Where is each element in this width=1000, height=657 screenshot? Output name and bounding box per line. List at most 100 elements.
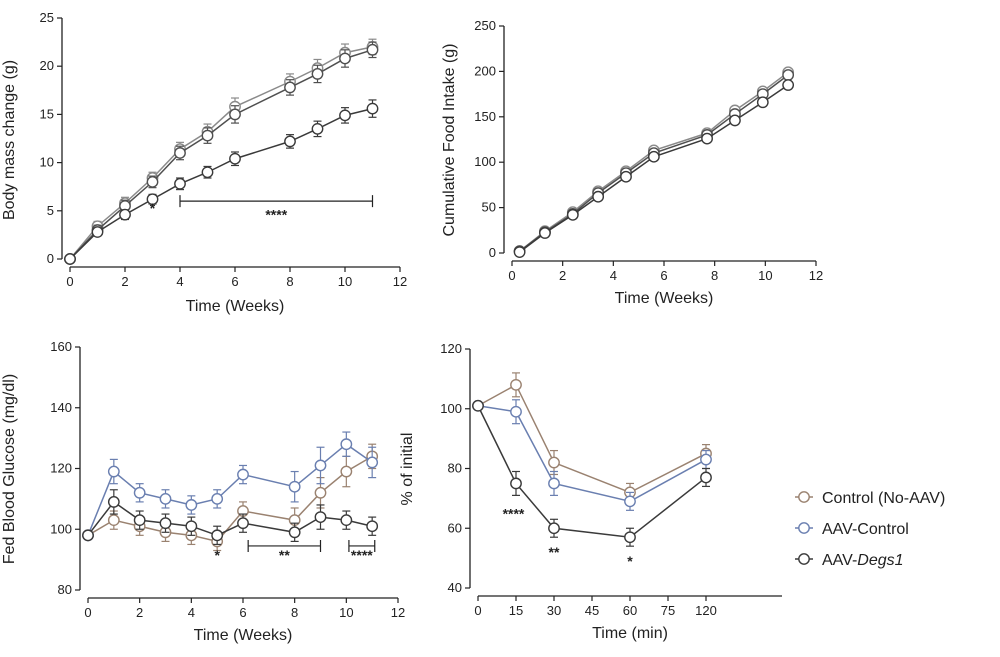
x-tick-label: 8 xyxy=(711,268,718,283)
data-point xyxy=(539,227,551,239)
series-2 xyxy=(64,99,379,265)
data-point xyxy=(107,465,120,478)
series-line xyxy=(69,107,373,260)
x-tick-label: 2 xyxy=(136,605,143,620)
y-tick-label: 25 xyxy=(40,10,54,25)
y-axis-title: Cumulative Food Intake (g) xyxy=(441,44,458,237)
legend-swatch-marker xyxy=(798,553,810,565)
x-tick-label: 4 xyxy=(610,268,617,283)
y-tick-label: 150 xyxy=(474,109,496,124)
data-point xyxy=(340,438,353,451)
legend-label: AAV-Control xyxy=(822,521,909,538)
data-point xyxy=(592,190,605,203)
series-line xyxy=(87,443,373,536)
data-point xyxy=(311,122,324,135)
data-point xyxy=(229,152,241,165)
data-point xyxy=(211,529,224,542)
x-axis-title: Time (Weeks) xyxy=(615,290,714,307)
x-tick-label: 12 xyxy=(809,268,823,283)
x-tick-label: 0 xyxy=(66,274,73,289)
data-point xyxy=(620,170,632,183)
x-tick-label: 8 xyxy=(286,274,293,289)
y-tick-label: 20 xyxy=(40,58,54,73)
x-tick-label: 10 xyxy=(339,605,353,620)
x-tick-label: 6 xyxy=(239,605,246,620)
series-0 xyxy=(82,443,379,552)
x-tick-label: 2 xyxy=(559,268,566,283)
data-point xyxy=(729,114,741,127)
legend-item: Control (No-AAV) xyxy=(795,490,945,507)
data-point xyxy=(339,52,351,65)
data-point xyxy=(237,517,249,530)
data-point xyxy=(472,399,484,412)
x-tick-label: 75 xyxy=(661,603,675,618)
significance-stars: **** xyxy=(503,505,525,521)
data-point xyxy=(201,129,214,142)
significance-stars: * xyxy=(150,200,156,216)
chart-body-mass: 0 5 10 15 20 25 0 2 4 6 8 10 12 Time (Weeks) Body mass… xyxy=(1,10,407,315)
data-point xyxy=(82,529,94,542)
series-1 xyxy=(64,41,379,265)
chart-glucose-tolerance: 40 60 80 100 120 0 15 30 45 60 75 120 Time (min) % of… xyxy=(399,341,782,642)
x-tick-label: 0 xyxy=(84,605,91,620)
x-tick-label: 0 xyxy=(508,268,515,283)
y-tick-label: 140 xyxy=(50,400,72,415)
x-tick-label: 4 xyxy=(176,274,183,289)
data-point xyxy=(647,150,660,163)
legend-label: AAV-Degs1 xyxy=(822,552,904,569)
y-tick-label: 160 xyxy=(50,339,72,354)
y-tick-label: 40 xyxy=(448,580,462,595)
data-point xyxy=(366,102,379,115)
x-tick-label: 12 xyxy=(393,274,407,289)
y-axis-title: % of initial xyxy=(399,433,416,506)
series-line xyxy=(87,500,373,537)
data-point xyxy=(107,514,120,527)
data-point xyxy=(146,175,159,188)
y-tick-label: 10 xyxy=(40,155,54,170)
legend-item: AAV-Control xyxy=(795,521,909,538)
data-point xyxy=(510,378,522,391)
data-point xyxy=(174,147,186,159)
data-point xyxy=(314,459,327,472)
data-point xyxy=(566,208,579,221)
data-point xyxy=(340,514,353,527)
data-point xyxy=(548,456,560,469)
significance-bracket xyxy=(179,195,374,208)
chart-blood-glucose: 80 100 120 140 160 0 2 4 6 8 10 12 Time (Weeks) Fed B… xyxy=(1,339,405,644)
x-tick-label: 10 xyxy=(338,274,352,289)
data-point xyxy=(159,492,172,505)
series-0 xyxy=(64,38,379,265)
y-tick-label: 120 xyxy=(440,341,462,356)
x-axis-title: Time (Weeks) xyxy=(194,627,293,644)
x-tick-label: 6 xyxy=(660,268,667,283)
series-line xyxy=(69,46,373,260)
y-tick-label: 0 xyxy=(489,245,496,260)
significance-stars: **** xyxy=(265,207,287,223)
x-axis-title: Time (min) xyxy=(592,625,668,642)
x-tick-label: 4 xyxy=(188,605,195,620)
series-2 xyxy=(472,399,712,547)
data-point xyxy=(624,495,636,508)
x-axis-title: Time (Weeks) xyxy=(186,298,285,315)
x-tick-label: 6 xyxy=(231,274,238,289)
data-point xyxy=(284,135,296,148)
significance-bracket xyxy=(247,539,322,552)
legend-swatch-marker xyxy=(798,522,810,534)
y-tick-label: 100 xyxy=(50,521,72,536)
x-tick-label: 60 xyxy=(623,603,637,618)
x-tick-label: 2 xyxy=(121,274,128,289)
data-point xyxy=(237,468,249,481)
data-point xyxy=(701,132,713,145)
data-point xyxy=(366,520,379,533)
chart-food-intake: 0 50 100 150 200 250 0 2 4 6 8 10 12 Time (Weeks) Cumu… xyxy=(441,18,823,307)
y-tick-label: 200 xyxy=(474,63,496,78)
data-point xyxy=(366,456,379,469)
data-point xyxy=(756,96,769,109)
legend-label: Control (No-AAV) xyxy=(822,490,945,507)
series-line xyxy=(519,74,789,252)
data-point xyxy=(288,526,301,539)
series-1 xyxy=(82,431,379,542)
data-point xyxy=(91,226,104,238)
data-point xyxy=(64,253,76,265)
data-point xyxy=(700,471,712,484)
